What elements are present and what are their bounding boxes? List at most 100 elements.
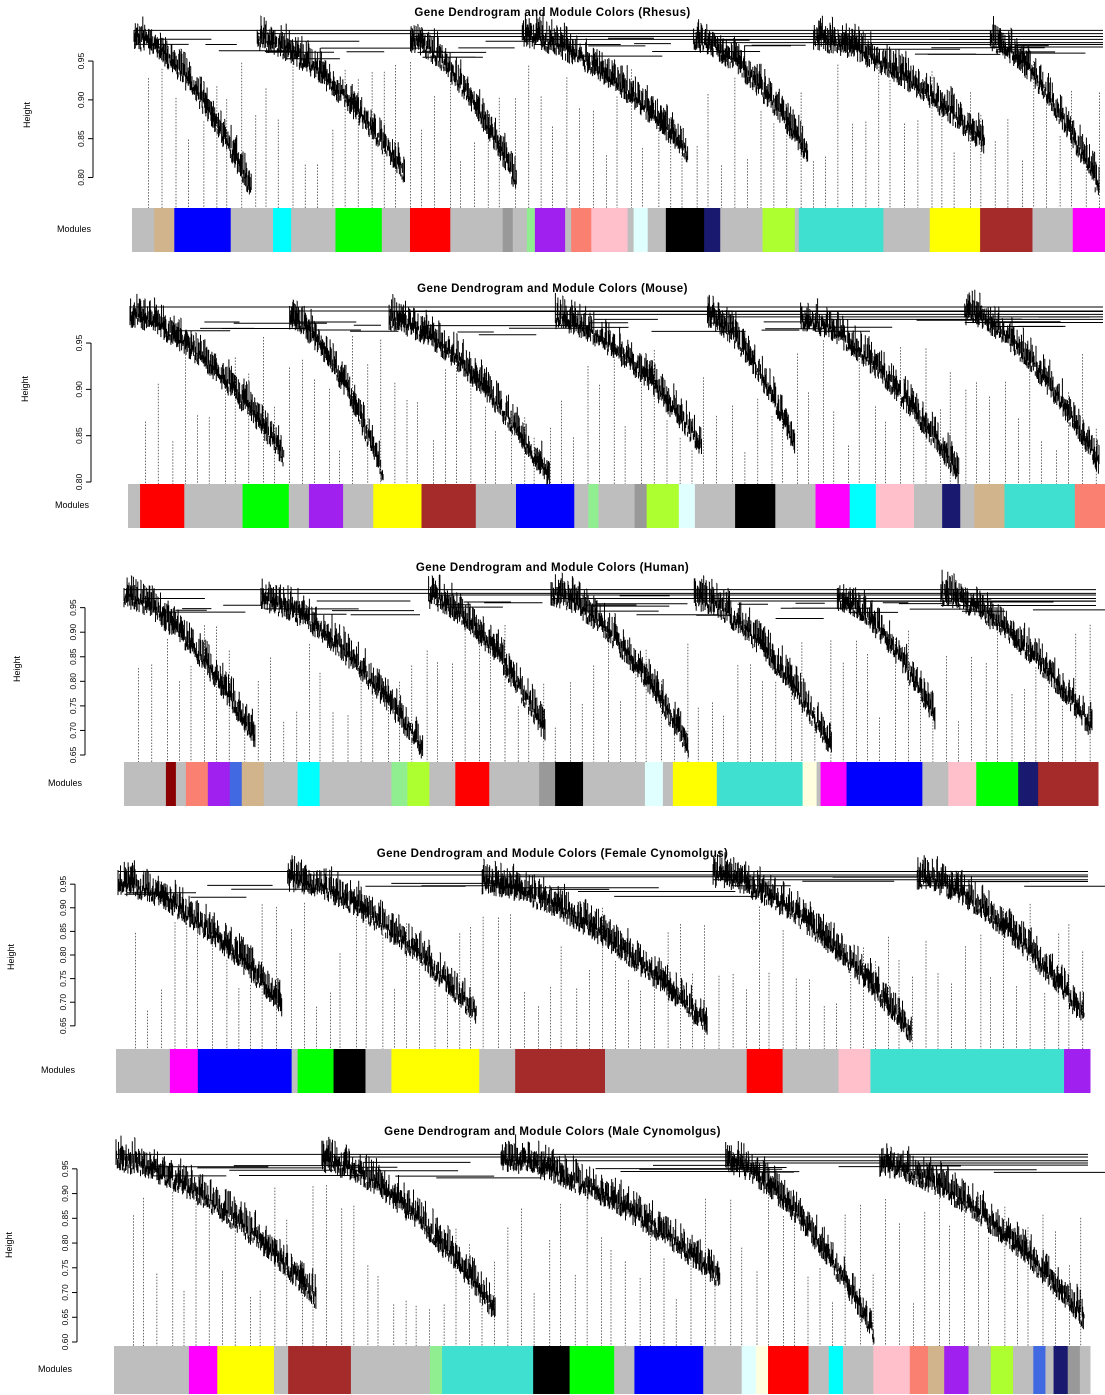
module-color-block — [410, 208, 451, 252]
modules-label: Modules — [41, 1065, 76, 1075]
module-color-block — [634, 1346, 704, 1394]
module-color-block — [391, 762, 408, 806]
chart-title: Gene Dendrogram and Module Colors (Human… — [415, 562, 690, 574]
module-color-block — [762, 208, 796, 252]
module-color-block — [1013, 1346, 1034, 1394]
y-tick-label: 0.90 — [74, 381, 84, 398]
module-color-block — [644, 762, 664, 806]
module-color-block — [140, 484, 185, 528]
y-tick-label: 0.80 — [68, 673, 78, 690]
modules-label: Modules — [55, 500, 90, 510]
module-color-block — [1053, 1346, 1069, 1394]
module-color-block — [990, 1346, 1014, 1394]
module-color-block — [802, 762, 818, 806]
y-tick-label: 0.65 — [60, 1309, 70, 1326]
module-color-block — [775, 484, 817, 528]
y-tick-label: 0.75 — [60, 1259, 70, 1276]
leaf-connector-lines — [138, 619, 1091, 762]
module-color-block — [373, 484, 423, 528]
module-color-block — [116, 1049, 171, 1093]
dendrogram-branches — [117, 851, 1105, 1043]
module-color-block — [574, 484, 589, 528]
module-color-block — [838, 1049, 871, 1093]
module-color-block — [768, 1346, 810, 1394]
module-color-block — [1064, 1049, 1091, 1093]
module-color-block — [297, 762, 321, 806]
module-color-block — [1018, 762, 1039, 806]
module-color-block — [407, 762, 430, 806]
module-color-block — [1032, 208, 1074, 252]
module-color-block — [909, 1346, 929, 1394]
module-color-block — [703, 1346, 743, 1394]
dendrogram-branches — [133, 12, 1103, 196]
dendrogram-branches — [115, 1134, 1105, 1344]
module-color-block — [174, 208, 232, 252]
module-color-block — [273, 1346, 289, 1394]
module-color-block — [217, 1346, 275, 1394]
module-color-block — [534, 208, 566, 252]
module-color-block — [960, 484, 975, 528]
module-color-block — [569, 1346, 615, 1394]
module-color-block — [291, 208, 336, 252]
module-color-block — [720, 208, 764, 252]
module-color-block — [288, 484, 310, 528]
module-color-block — [291, 1049, 299, 1093]
module-color-block — [928, 1346, 945, 1394]
module-color-block — [526, 208, 536, 252]
module-color-block — [343, 484, 374, 528]
module-color-block — [242, 484, 290, 528]
dendrogram-tree — [133, 12, 1103, 208]
leaf-connector-lines — [133, 1185, 1082, 1346]
module-color-block — [782, 1049, 840, 1093]
module-color-block — [646, 484, 680, 528]
module-color-block — [849, 484, 877, 528]
module-color-block — [662, 762, 674, 806]
y-tick-label: 0.85 — [60, 1210, 70, 1227]
module-color-block — [308, 484, 344, 528]
module-color-block — [333, 1049, 366, 1093]
y-tick-label: 0.95 — [58, 876, 68, 893]
y-tick-label: 0.65 — [68, 746, 78, 763]
module-color-block — [883, 208, 931, 252]
module-color-block — [647, 208, 667, 252]
module-color-block — [533, 1346, 571, 1394]
module-color-block — [450, 208, 504, 252]
module-color-block — [207, 762, 231, 806]
module-color-block — [539, 762, 556, 806]
dendrogram-tree — [117, 851, 1105, 1049]
y-tick-label: 0.95 — [68, 599, 78, 616]
module-color-block — [169, 1049, 199, 1093]
dendrogram-tree — [115, 1134, 1105, 1346]
chart-title: Gene Dendrogram and Module Colors (Mouse… — [417, 283, 688, 295]
module-color-block — [288, 1346, 352, 1394]
y-tick-label: 0.90 — [60, 1185, 70, 1202]
module-color-block — [391, 1049, 480, 1093]
module-color-block — [124, 762, 167, 806]
module-color-block — [755, 1346, 769, 1394]
module-color-block — [185, 762, 209, 806]
module-color-block — [154, 208, 175, 252]
module-color-block — [741, 1346, 757, 1394]
module-color-block — [875, 484, 915, 528]
module-color-block — [165, 762, 177, 806]
chart-title: Gene Dendrogram and Module Colors (Male … — [384, 1126, 721, 1138]
module-color-block — [455, 762, 490, 806]
module-color-block — [188, 1346, 218, 1394]
module-color-block — [1004, 484, 1076, 528]
modules-label: Modules — [38, 1364, 73, 1374]
y-tick-label: 0.90 — [68, 624, 78, 641]
module-color-block — [565, 208, 572, 252]
module-color-block — [335, 208, 383, 252]
module-color-block — [1038, 762, 1099, 806]
module-color-block — [555, 762, 584, 806]
y-tick-label: 0.85 — [58, 923, 68, 940]
y-tick-label: 0.80 — [74, 473, 84, 490]
module-color-block — [571, 208, 592, 252]
y-tick-label: 0.70 — [58, 994, 68, 1011]
module-color-block — [672, 762, 718, 806]
y-tick-label: 0.80 — [58, 946, 68, 963]
module-color-block — [980, 208, 1033, 252]
